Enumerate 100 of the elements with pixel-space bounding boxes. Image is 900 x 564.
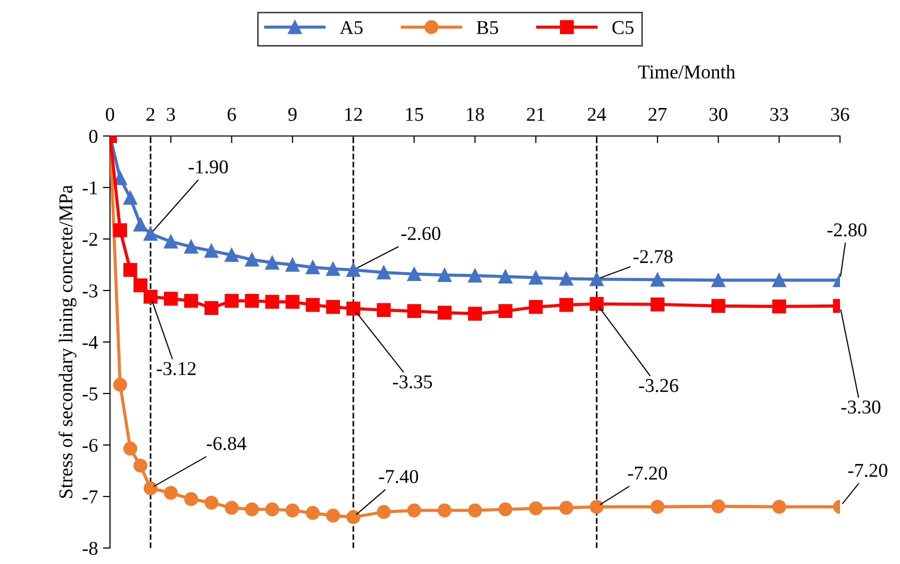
- point: [164, 234, 178, 249]
- x-tick-label: 9: [288, 108, 297, 121]
- point: [204, 244, 218, 258]
- point: [326, 262, 340, 276]
- point: [650, 500, 664, 514]
- point: [306, 506, 320, 520]
- point: [559, 500, 574, 515]
- point: [376, 303, 391, 318]
- point: [224, 248, 239, 262]
- y-tick-label: -6: [82, 438, 98, 452]
- y-axis-title: Stress of secondary lining concrete/MPa: [58, 185, 76, 498]
- x-tick-label: 15: [406, 108, 424, 121]
- point: [528, 501, 543, 516]
- point: [346, 302, 360, 316]
- point: [184, 294, 198, 308]
- point: [711, 499, 726, 514]
- x-tick-label: 33: [770, 108, 788, 121]
- annotation: -3.30: [841, 400, 880, 414]
- point: [144, 226, 158, 241]
- point: [772, 300, 786, 314]
- point: [590, 500, 604, 514]
- point: [326, 508, 340, 522]
- point: [559, 298, 574, 312]
- point: [498, 270, 512, 284]
- point: [346, 510, 360, 524]
- point: [133, 278, 148, 292]
- point: [711, 299, 726, 313]
- point: [245, 252, 259, 267]
- point: [468, 268, 482, 283]
- x-tick-label: 30: [710, 108, 728, 121]
- point: [650, 297, 664, 312]
- point: [306, 260, 320, 274]
- point: [123, 262, 138, 277]
- annotation: -2.78: [634, 250, 673, 264]
- point: [204, 496, 218, 510]
- x-tick-label: 2: [146, 108, 154, 121]
- y-tick-label: -8: [82, 542, 98, 555]
- x-tick-label: 21: [526, 108, 544, 121]
- point: [326, 300, 340, 314]
- point: [346, 262, 360, 277]
- annotation: -7.20: [628, 466, 667, 480]
- x-tick-label: 0: [106, 108, 114, 121]
- y-tick-label: -2: [82, 232, 98, 246]
- y-tick-label: -1: [82, 181, 98, 194]
- point: [184, 240, 198, 254]
- x-axis-title: Time/Month: [638, 64, 736, 79]
- point: [204, 301, 218, 315]
- annotation: -7.40: [379, 470, 418, 484]
- x-tick-label: 36: [831, 108, 850, 121]
- point: [528, 300, 543, 314]
- annotation: -1.90: [188, 160, 228, 174]
- point: [438, 503, 452, 518]
- x-tick-label: 24: [588, 108, 606, 121]
- point: [265, 502, 280, 516]
- point: [123, 442, 138, 456]
- point: [144, 481, 158, 496]
- annotation: -3.35: [392, 375, 432, 388]
- point: [407, 503, 422, 518]
- point: [438, 268, 452, 282]
- annotation: -2.80: [827, 223, 866, 237]
- y-tick-label: -3: [82, 284, 98, 298]
- point: [528, 270, 543, 285]
- x-tick-label: 6: [228, 108, 236, 121]
- y-tick-label: -7: [82, 490, 98, 504]
- point: [407, 304, 422, 318]
- annotation: -3.12: [156, 362, 196, 376]
- x-tick-label: 18: [466, 108, 484, 121]
- point: [772, 273, 786, 288]
- point: [438, 306, 452, 320]
- point: [224, 500, 239, 515]
- point: [711, 273, 726, 288]
- point: [376, 505, 391, 519]
- point: [559, 272, 574, 286]
- point: [286, 503, 300, 518]
- y-tick-label: 0: [89, 130, 98, 143]
- point: [133, 458, 148, 473]
- x-tick-label: 12: [345, 108, 362, 121]
- point: [468, 306, 482, 321]
- point: [184, 492, 198, 506]
- annotation: -2.60: [401, 226, 440, 240]
- point: [498, 304, 512, 318]
- point: [113, 223, 128, 238]
- point: [590, 296, 604, 311]
- point: [772, 500, 786, 514]
- point: [468, 503, 482, 518]
- point: [650, 272, 664, 287]
- x-tick-label: 27: [648, 108, 667, 121]
- y-tick-label: -5: [82, 388, 98, 400]
- point: [113, 171, 128, 186]
- point: [245, 294, 259, 308]
- point: [133, 218, 148, 232]
- point: [265, 294, 280, 309]
- point: [286, 294, 300, 309]
- annotation: -6.84: [206, 436, 246, 450]
- x-tick-label: 3: [166, 108, 175, 121]
- point: [407, 267, 422, 281]
- point: [376, 266, 391, 280]
- point: [123, 190, 138, 205]
- point: [286, 258, 300, 272]
- point: [164, 486, 178, 500]
